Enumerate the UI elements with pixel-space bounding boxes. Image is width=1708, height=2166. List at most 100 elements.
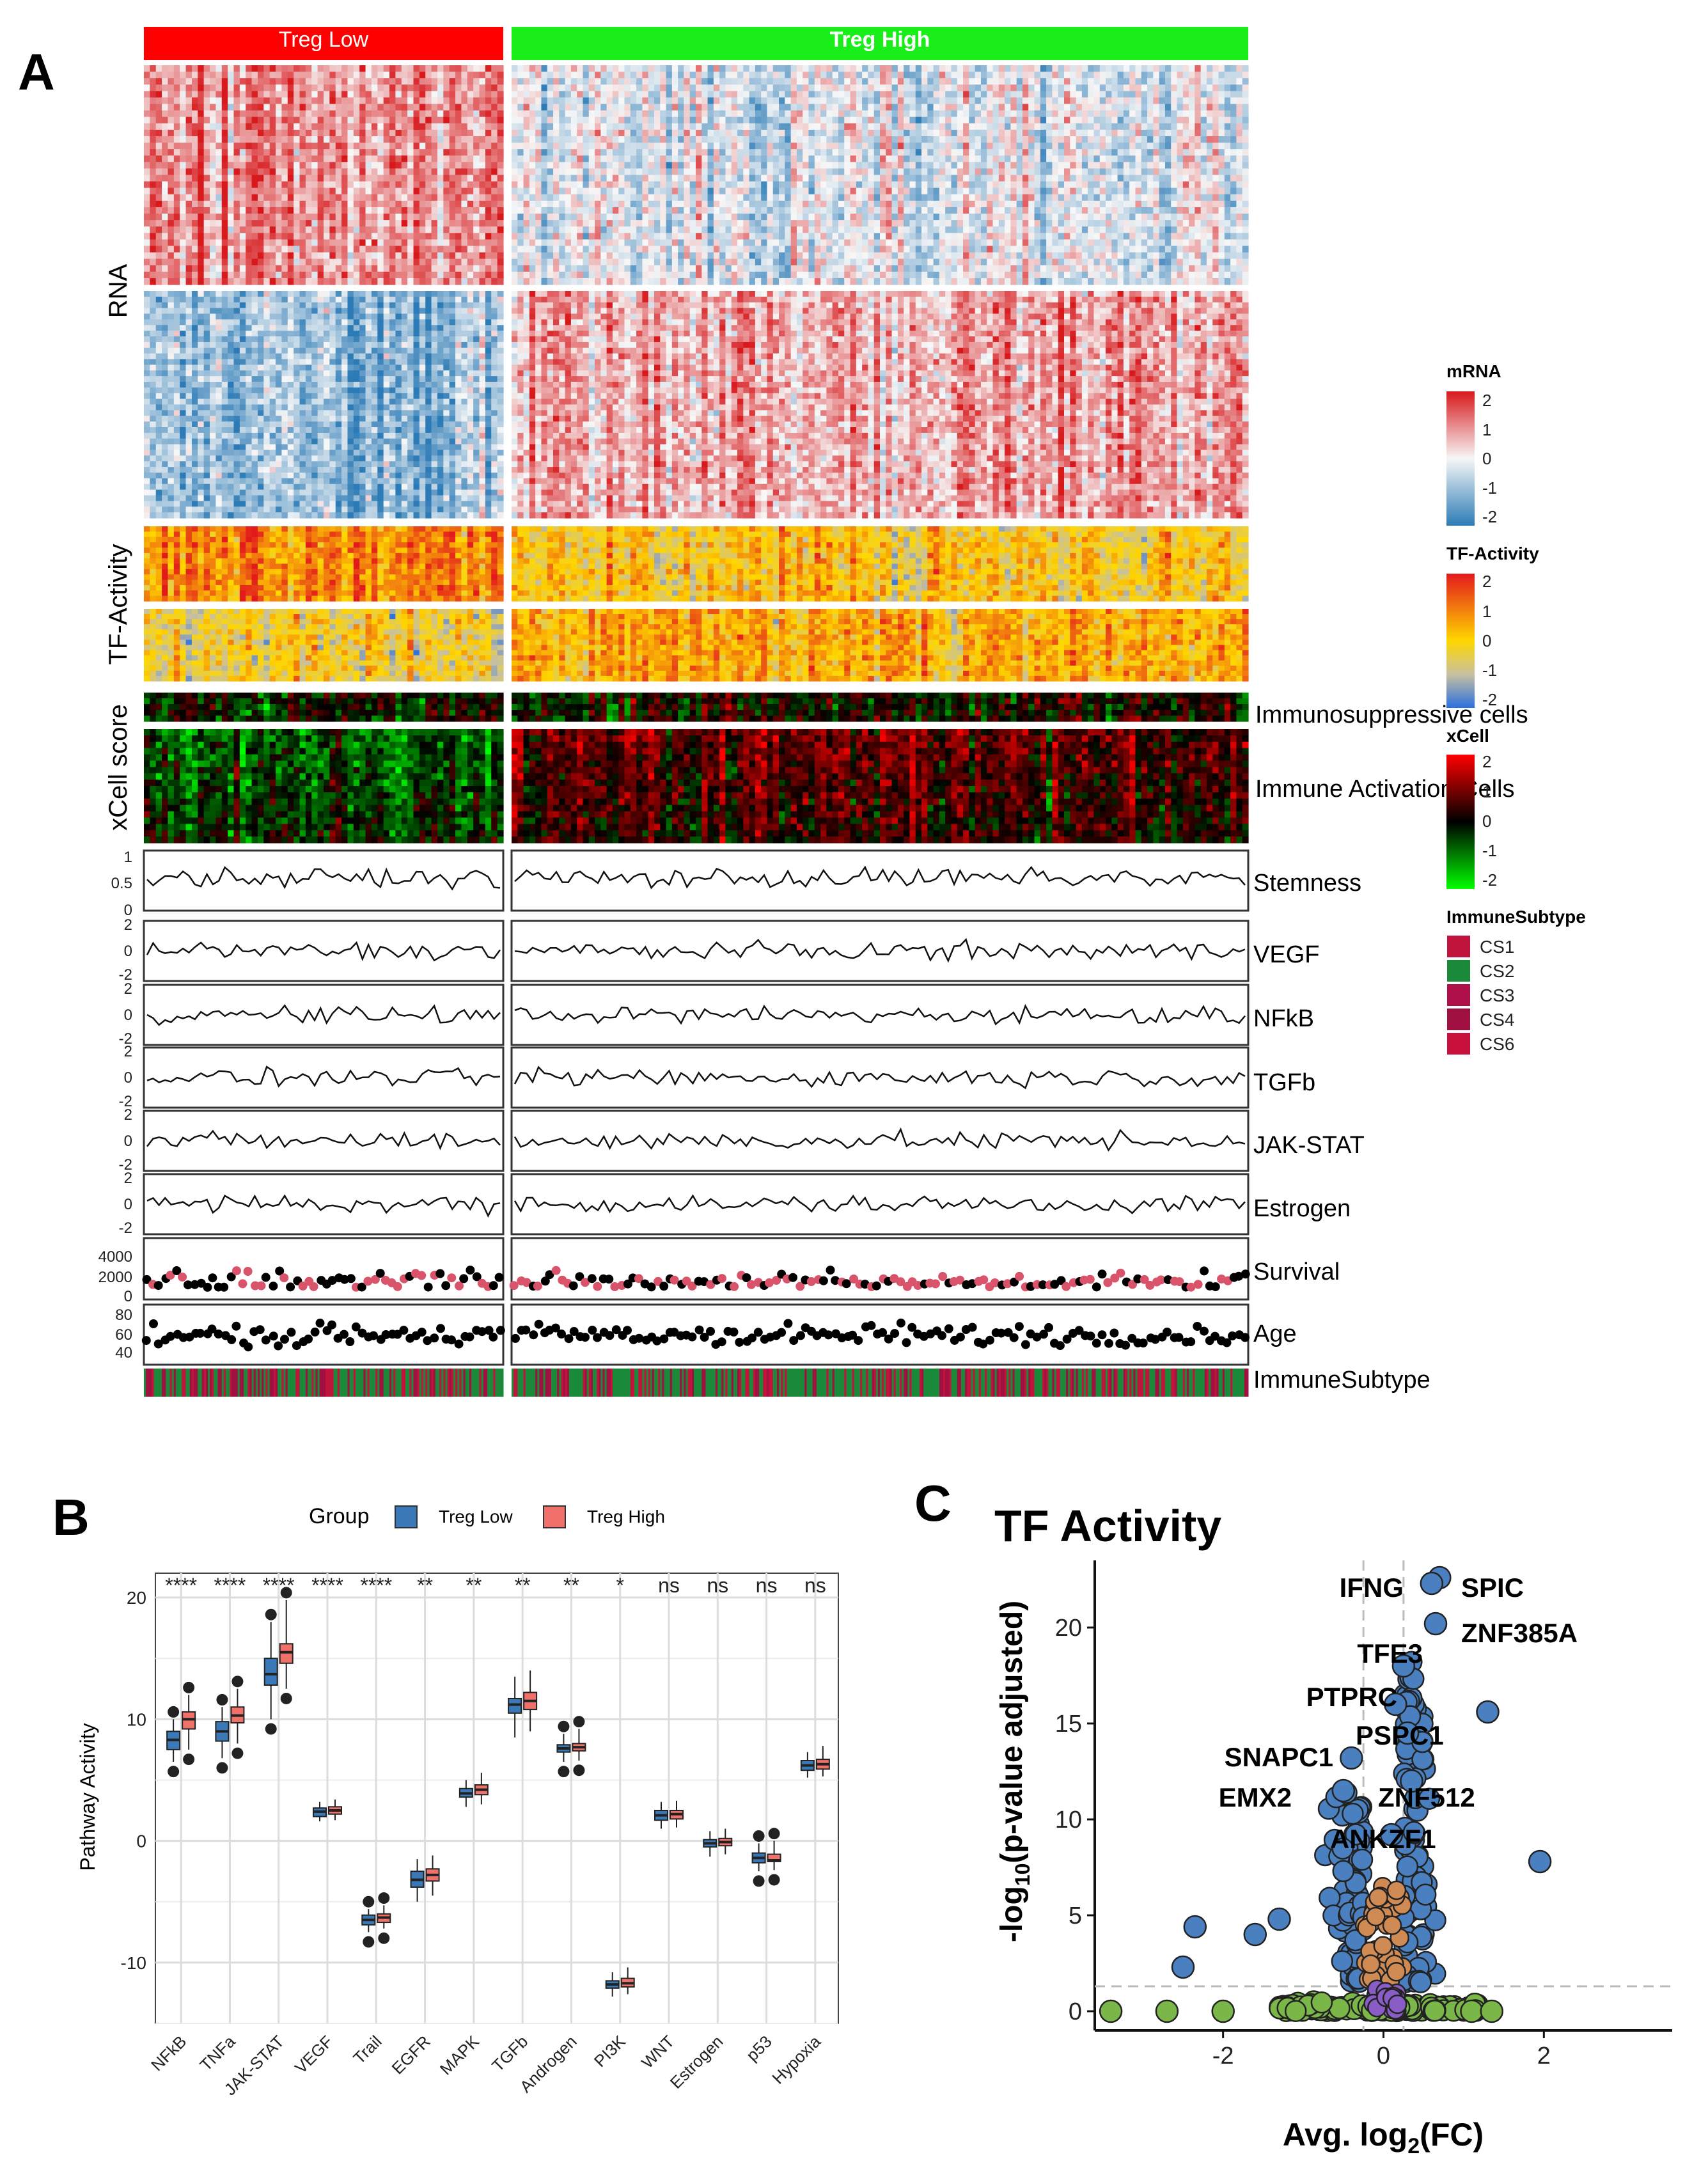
heatmap-cell	[162, 149, 169, 156]
heatmap-cell	[618, 136, 625, 143]
heatmap-cell	[407, 78, 414, 85]
heatmap-cell	[257, 65, 264, 72]
heatmap-cell	[933, 187, 940, 195]
heatmap-cell	[198, 207, 205, 214]
heatmap-cell	[329, 104, 336, 111]
heatmap-cell	[144, 104, 150, 111]
heatmap-cell	[939, 226, 946, 233]
heatmap-cell	[150, 265, 157, 272]
heatmap-cell	[595, 110, 601, 118]
heatmap-cell	[407, 129, 414, 137]
heatmap-cell	[820, 200, 827, 208]
heatmap-cell	[951, 214, 958, 221]
heatmap-cell	[696, 246, 702, 253]
heatmap-cell	[365, 123, 372, 130]
heatmap-cell	[838, 200, 845, 208]
heatmap-cell	[749, 162, 756, 169]
heatmap-cell	[162, 155, 169, 162]
heatmap-cell	[713, 149, 720, 156]
heatmap-cell	[785, 72, 792, 79]
heatmap-cell	[413, 72, 420, 79]
heatmap-cell	[559, 65, 566, 72]
heatmap-cell	[359, 239, 366, 247]
heatmap-cell	[449, 78, 456, 85]
heatmap-cell	[191, 110, 198, 118]
heatmap-cell	[975, 110, 982, 118]
heatmap-cell	[808, 220, 815, 227]
heatmap-cell	[491, 116, 498, 124]
heatmap-cell	[624, 136, 631, 143]
heatmap-cell	[820, 143, 827, 150]
heatmap-cell	[618, 226, 625, 233]
heatmap-cell	[939, 214, 946, 221]
heatmap-cell	[933, 252, 940, 260]
heatmap-cell	[203, 149, 210, 156]
heatmap-cell	[868, 78, 875, 85]
heatmap-cell	[915, 252, 922, 260]
heatmap-cell	[473, 214, 480, 221]
heatmap-cell	[880, 110, 886, 118]
heatmap-cell	[868, 84, 875, 91]
heatmap-cell	[215, 226, 223, 233]
heatmap-cell	[473, 226, 480, 233]
heatmap-cell	[939, 110, 946, 118]
heatmap-cell	[850, 252, 857, 260]
heatmap-cell	[897, 168, 904, 176]
heatmap-cell	[276, 207, 283, 214]
heatmap-cell	[856, 214, 863, 221]
heatmap-cell	[389, 175, 396, 182]
heatmap-cell	[150, 278, 157, 285]
heatmap-cell	[713, 181, 720, 189]
heatmap-cell	[696, 265, 702, 272]
heatmap-cell	[636, 168, 643, 176]
heatmap-cell	[772, 278, 780, 285]
heatmap-cell	[570, 181, 577, 189]
heatmap-cell	[850, 233, 857, 240]
heatmap-cell	[975, 246, 982, 253]
heatmap-cell	[761, 187, 768, 195]
heatmap-cell	[570, 246, 577, 253]
heatmap-cell	[891, 84, 898, 91]
heatmap-cell	[796, 91, 803, 98]
heatmap-cell	[419, 258, 426, 266]
heatmap-cell	[155, 181, 162, 189]
heatmap-cell	[341, 84, 349, 91]
heatmap-cell	[588, 278, 595, 285]
heatmap-cell	[455, 271, 462, 279]
heatmap-cell	[998, 271, 1005, 279]
heatmap-cell	[257, 123, 264, 130]
heatmap-cell	[588, 155, 595, 162]
heatmap-cell	[377, 239, 384, 247]
heatmap-cell	[431, 78, 438, 85]
heatmap-cell	[203, 97, 210, 105]
heatmap-cell	[449, 149, 456, 156]
heatmap-cell	[767, 149, 774, 156]
heatmap-cell	[785, 97, 792, 105]
heatmap-cell	[317, 123, 324, 130]
heatmap-cell	[467, 187, 474, 195]
heatmap-cell	[150, 200, 157, 208]
heatmap-cell	[299, 246, 306, 253]
heatmap-cell	[198, 214, 205, 221]
heatmap-cell	[891, 175, 898, 182]
heatmap-cell	[707, 97, 714, 105]
heatmap-cell	[891, 194, 898, 201]
heatmap-cell	[311, 246, 318, 253]
heatmap-cell	[904, 207, 911, 214]
heatmap-cell	[904, 265, 911, 272]
heatmap-cell	[419, 104, 426, 111]
heatmap-cell	[305, 143, 312, 150]
heatmap-cell	[479, 187, 486, 195]
heatmap-cell	[630, 252, 637, 260]
heatmap-cell	[767, 72, 774, 79]
heatmap-cell	[371, 129, 378, 137]
heatmap-cell	[897, 181, 904, 189]
heatmap-cell	[660, 214, 667, 221]
heatmap-cell	[886, 207, 893, 214]
heatmap-cell	[523, 168, 530, 176]
heatmap-cell	[491, 278, 498, 285]
heatmap-cell	[796, 149, 803, 156]
heatmap-cell	[547, 233, 554, 240]
heatmap-cell	[832, 200, 839, 208]
heatmap-cell	[838, 271, 845, 279]
